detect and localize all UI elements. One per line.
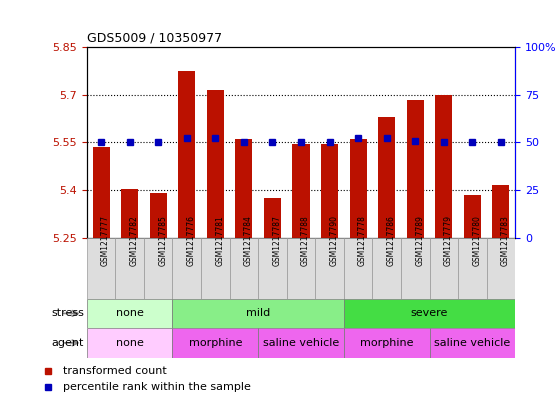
- Bar: [321, 144, 338, 238]
- Bar: [87, 299, 172, 328]
- Bar: [458, 238, 487, 299]
- Text: GSM1217787: GSM1217787: [272, 215, 282, 266]
- Bar: [492, 185, 510, 238]
- Bar: [372, 238, 401, 299]
- Text: GSM1217789: GSM1217789: [416, 215, 424, 266]
- Bar: [121, 189, 138, 238]
- Text: GSM1217781: GSM1217781: [215, 215, 225, 266]
- Text: GSM1217778: GSM1217778: [358, 215, 367, 266]
- Bar: [172, 328, 258, 358]
- Text: none: none: [116, 309, 143, 318]
- Text: GSM1217784: GSM1217784: [244, 215, 253, 266]
- Bar: [178, 71, 195, 238]
- Text: agent: agent: [52, 338, 84, 348]
- Text: GSM1217782: GSM1217782: [129, 215, 139, 266]
- Text: none: none: [116, 338, 143, 348]
- Bar: [92, 147, 110, 238]
- Bar: [487, 238, 515, 299]
- Bar: [235, 139, 253, 238]
- Bar: [430, 328, 515, 358]
- Bar: [258, 328, 344, 358]
- Text: saline vehicle: saline vehicle: [263, 338, 339, 348]
- Bar: [230, 238, 258, 299]
- Bar: [172, 238, 201, 299]
- Bar: [87, 328, 172, 358]
- Bar: [344, 328, 430, 358]
- Bar: [115, 238, 144, 299]
- Bar: [207, 90, 224, 238]
- Bar: [349, 139, 367, 238]
- Text: mild: mild: [246, 309, 270, 318]
- Bar: [87, 238, 115, 299]
- Bar: [258, 238, 287, 299]
- Text: GSM1217783: GSM1217783: [501, 215, 510, 266]
- Bar: [430, 238, 458, 299]
- Text: morphine: morphine: [360, 338, 413, 348]
- Text: transformed count: transformed count: [63, 366, 167, 376]
- Text: GSM1217779: GSM1217779: [444, 215, 453, 266]
- Text: stress: stress: [51, 309, 84, 318]
- Text: GSM1217785: GSM1217785: [158, 215, 167, 266]
- Text: percentile rank within the sample: percentile rank within the sample: [63, 382, 251, 392]
- Bar: [144, 238, 172, 299]
- Bar: [315, 238, 344, 299]
- Bar: [344, 238, 372, 299]
- Bar: [344, 299, 515, 328]
- Bar: [150, 193, 167, 238]
- Bar: [287, 238, 315, 299]
- Text: GSM1217776: GSM1217776: [186, 215, 196, 266]
- Text: GSM1217777: GSM1217777: [101, 215, 110, 266]
- Bar: [292, 144, 310, 238]
- Bar: [401, 238, 430, 299]
- Text: GDS5009 / 10350977: GDS5009 / 10350977: [87, 31, 222, 44]
- Text: morphine: morphine: [189, 338, 242, 348]
- Bar: [201, 238, 230, 299]
- Bar: [172, 299, 344, 328]
- Text: GSM1217788: GSM1217788: [301, 215, 310, 266]
- Bar: [264, 198, 281, 238]
- Text: severe: severe: [411, 309, 448, 318]
- Bar: [464, 195, 481, 238]
- Bar: [435, 95, 452, 238]
- Text: GSM1217780: GSM1217780: [473, 215, 482, 266]
- Text: GSM1217790: GSM1217790: [329, 215, 339, 266]
- Text: GSM1217786: GSM1217786: [386, 215, 396, 266]
- Bar: [378, 117, 395, 238]
- Text: saline vehicle: saline vehicle: [434, 338, 511, 348]
- Bar: [407, 99, 424, 238]
